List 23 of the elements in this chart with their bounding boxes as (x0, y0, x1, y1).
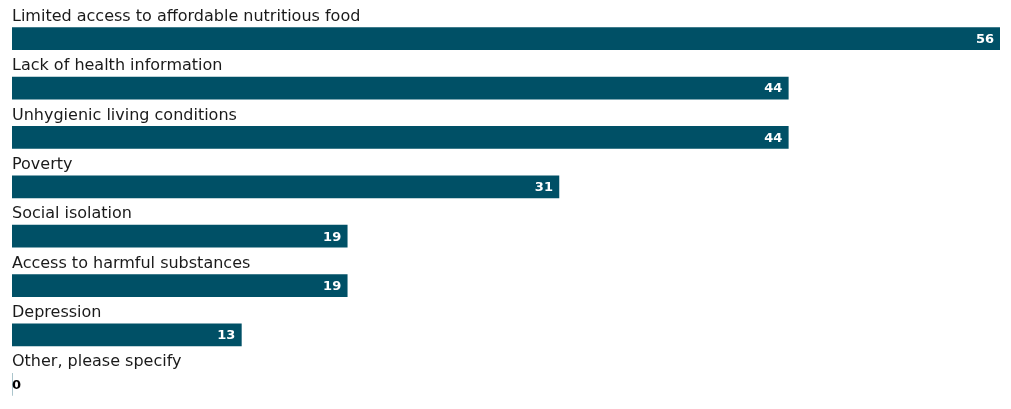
bar (12, 175, 560, 199)
y-tick-label: Depression (12, 302, 102, 322)
data-label: 13 (217, 327, 236, 343)
y-tick-label: Unhygienic living conditions (12, 104, 237, 124)
y-tick-label: Other, please specify (12, 351, 182, 371)
bar (12, 126, 789, 149)
bar (12, 27, 1000, 51)
y-tick-label: Social isolation (12, 203, 132, 223)
data-label: 56 (975, 31, 994, 47)
data-label: 44 (764, 129, 783, 145)
bar (12, 224, 348, 248)
data-label: 31 (534, 179, 553, 195)
data-label: 44 (764, 80, 783, 96)
bar (12, 323, 242, 347)
bar (12, 76, 789, 100)
data-label: 19 (323, 228, 342, 244)
y-tick-label: Access to harmful substances (12, 252, 251, 272)
y-tick-label: Lack of health information (12, 55, 223, 75)
data-label: 0 (12, 376, 22, 392)
y-tick-label: Poverty (12, 153, 73, 173)
data-label: 19 (323, 277, 342, 293)
bar (12, 274, 348, 297)
y-tick-label: Limited access to affordable nutritious food (12, 5, 361, 25)
